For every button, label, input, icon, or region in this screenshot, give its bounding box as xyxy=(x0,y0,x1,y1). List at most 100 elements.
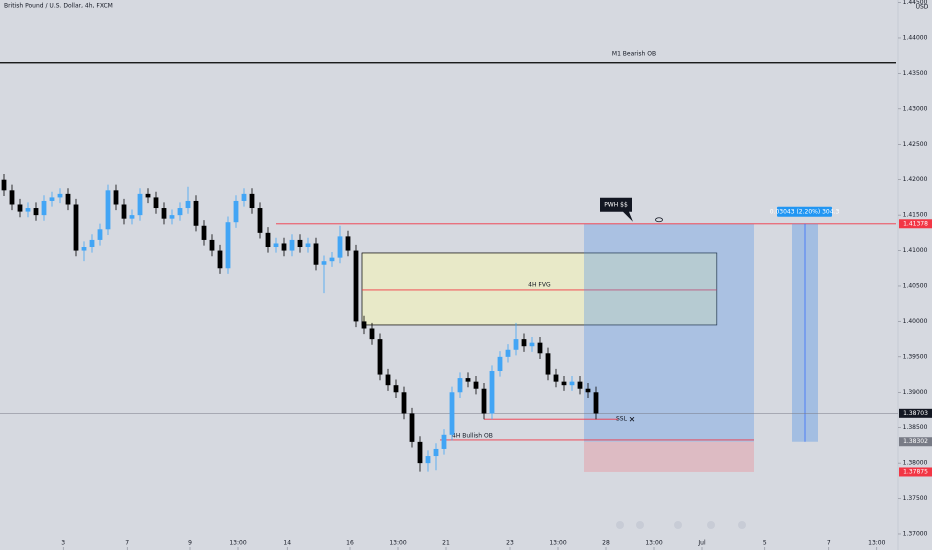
ssl-label: SSL xyxy=(616,416,628,423)
x-tick-label: 16 xyxy=(346,540,354,547)
y-tick-label: 1.41500 xyxy=(903,212,928,219)
candle-body xyxy=(593,392,599,414)
candle-body xyxy=(561,381,567,386)
candle-body xyxy=(361,321,367,329)
candle-body xyxy=(81,247,87,251)
y-tick-label: 1.38000 xyxy=(903,460,928,467)
candle-body xyxy=(497,356,503,372)
candle-body xyxy=(25,208,31,212)
candle-body xyxy=(449,392,455,435)
candle-body xyxy=(185,200,191,209)
candle-body xyxy=(505,349,511,357)
candle-body xyxy=(1,179,7,191)
candle-body xyxy=(529,342,535,347)
candle-body xyxy=(585,388,591,393)
y-tick-label: 1.39500 xyxy=(903,353,928,360)
candle-body xyxy=(121,204,127,219)
x-tick-label: 23 xyxy=(506,540,514,547)
measure-tag xyxy=(777,206,832,217)
candle-body xyxy=(433,448,439,457)
x-tick-label: 13:00 xyxy=(549,540,566,547)
candle-body xyxy=(169,215,175,219)
price-tag-label: 1.38302 xyxy=(903,438,928,445)
bullish-ob-label: 4H Bullish OB xyxy=(452,432,493,439)
y-tick-label: 1.44500 xyxy=(903,0,928,6)
candle-body xyxy=(145,193,151,198)
pwh-label: PWH $$ xyxy=(604,201,628,208)
x-tick-label: 13:00 xyxy=(229,540,246,547)
candle-body xyxy=(313,243,319,265)
candle-body xyxy=(465,378,471,382)
candle-body xyxy=(209,239,215,251)
ssl-cross xyxy=(629,416,635,422)
candle-body xyxy=(233,200,239,223)
candle-body xyxy=(393,385,399,393)
candle-body xyxy=(73,204,79,251)
x-tick-label: Jul xyxy=(697,540,706,547)
price-tag xyxy=(899,408,932,418)
candle-body xyxy=(385,374,391,386)
y-tick-label: 1.39000 xyxy=(903,389,928,396)
candle-body xyxy=(473,381,479,389)
pwh-callout xyxy=(600,197,633,222)
x-tick-label: 3 xyxy=(61,540,65,547)
candle-body xyxy=(409,413,415,442)
target-zone xyxy=(584,223,754,442)
fvg-box xyxy=(361,252,718,326)
m1-ob-label: M1 Bearish OB xyxy=(612,50,656,57)
candle-body xyxy=(321,261,327,265)
candle-body xyxy=(273,243,279,248)
x-tick-label: 21 xyxy=(442,540,450,547)
y-tick-label: 1.40500 xyxy=(903,282,928,289)
candle-body xyxy=(89,239,95,248)
y-tick-label: 1.44000 xyxy=(903,34,928,41)
stop-zone xyxy=(584,441,754,472)
candle-body xyxy=(489,371,495,414)
x-tick-label: 7 xyxy=(125,540,129,547)
currency: USD xyxy=(916,4,929,11)
candle-body xyxy=(161,208,167,219)
x-tick-label: 13:00 xyxy=(868,540,885,547)
candle-body xyxy=(329,257,335,262)
candle-body xyxy=(457,378,463,393)
candle-body xyxy=(537,342,543,354)
candle-body xyxy=(425,456,431,464)
candle-body xyxy=(401,392,407,414)
x-tick-label: 14 xyxy=(283,540,291,547)
x-tick-label: 7 xyxy=(827,540,831,547)
candle-body xyxy=(553,374,559,382)
price-tag xyxy=(899,467,932,477)
x-tick-label: 9 xyxy=(188,540,192,547)
y-tick-label: 1.37500 xyxy=(903,495,928,502)
candle-body xyxy=(569,381,575,386)
eye-icon xyxy=(655,217,663,223)
candle-body xyxy=(105,190,111,230)
y-tick-label: 1.37000 xyxy=(903,530,928,537)
candle-body xyxy=(177,208,183,216)
candle-body xyxy=(153,197,159,209)
candle-body xyxy=(137,193,143,216)
candle-body xyxy=(201,225,207,240)
price-axis xyxy=(898,0,932,550)
price-tag-label: 1.41378 xyxy=(903,220,928,227)
candle-body xyxy=(337,236,343,258)
candle-body xyxy=(345,236,351,251)
candle-body xyxy=(217,250,223,269)
candle-body xyxy=(41,200,47,216)
price-tag-label: 1.37875 xyxy=(903,468,928,475)
flags xyxy=(616,521,746,529)
candle-body xyxy=(17,204,23,212)
candle-body xyxy=(49,197,55,201)
candle-body xyxy=(417,441,423,464)
x-tick-label: 13:00 xyxy=(645,540,662,547)
price-tag xyxy=(899,219,932,229)
candle-body xyxy=(265,232,271,248)
measure-label: 0.03043 (2.20%) 304.3 xyxy=(770,208,840,215)
candle-body xyxy=(521,339,527,347)
candle-body xyxy=(305,243,311,248)
y-tick-label: 1.42500 xyxy=(903,141,928,148)
fvg-label: 4H FVG xyxy=(528,281,551,288)
candle-body xyxy=(241,193,247,201)
candle-body xyxy=(193,200,199,226)
